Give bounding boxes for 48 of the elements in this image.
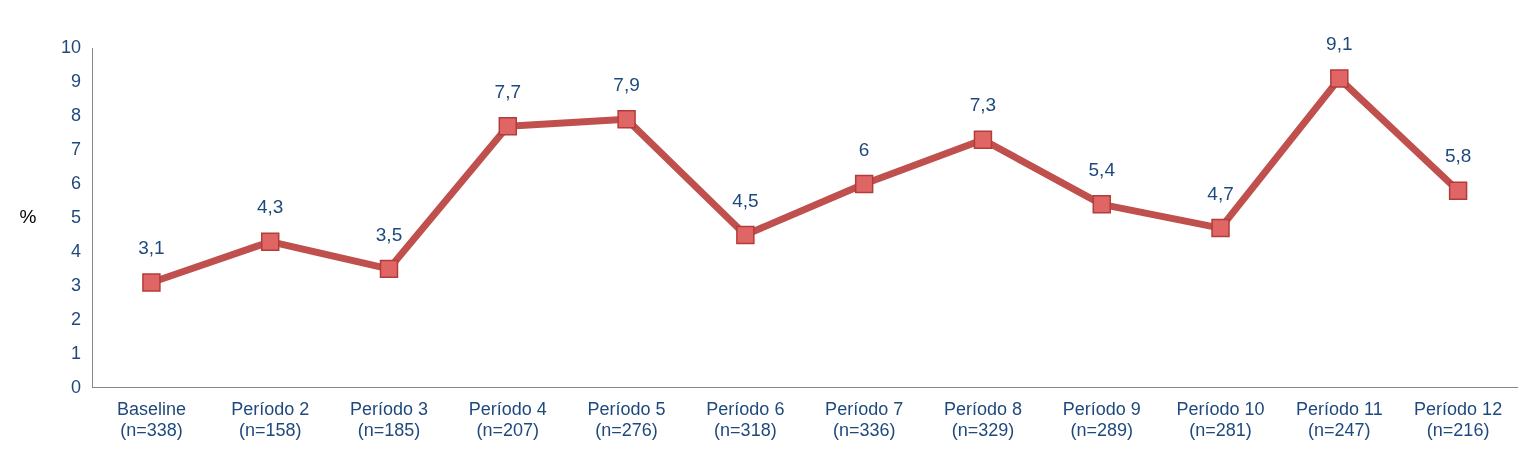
x-tick-label: Período 2 (n=158) [231, 398, 310, 441]
x-tick-label: Período 11 (n=247) [1295, 398, 1383, 441]
x-tick-label: Período 3 (n=185) [349, 398, 429, 441]
point [1211, 218, 1230, 238]
x-tick-label: Período 5 (n=276) [587, 398, 666, 441]
point [260, 232, 280, 251]
y-tick-label: 6 [71, 172, 82, 193]
point [1330, 69, 1349, 88]
data-label: 3,5 [375, 223, 403, 245]
y-tick-label: 3 [71, 274, 82, 295]
y-tick-label: 5 [71, 206, 82, 227]
x-tick-label: Período 12 (n=216) [1414, 398, 1503, 441]
data-label: 5,4 [1088, 159, 1116, 181]
point [973, 130, 993, 149]
data-label: 9,1 [1326, 33, 1353, 55]
data-label: 5,8 [1444, 145, 1472, 167]
data-label: 7,9 [613, 74, 640, 96]
point [854, 174, 874, 194]
point [1448, 181, 1468, 200]
data-label: 7,7 [494, 80, 521, 102]
point [142, 273, 161, 292]
y-tick-label: 10 [60, 36, 82, 57]
x-tick-label: Período 9 (n=289) [1062, 398, 1141, 441]
y-axis-title: % [19, 206, 37, 228]
y-tick-label: 1 [71, 342, 82, 363]
data-label: 4,7 [1207, 182, 1234, 204]
x-tick-label: Baseline (n=338) [116, 398, 186, 441]
y-tick-label: 4 [71, 240, 82, 261]
data-label: 3,1 [138, 237, 165, 259]
point [617, 110, 636, 129]
x-tick-label: Período 4 (n=207) [468, 398, 547, 441]
y-tick-label: 9 [71, 70, 82, 91]
y-tick-label: 0 [71, 376, 82, 397]
x-tick-label: Período 10 (n=281) [1176, 398, 1265, 441]
x-tick-label: Período 6 (n=318) [706, 398, 785, 441]
y-tick-label: 2 [71, 308, 82, 329]
point [498, 116, 518, 136]
point [1092, 195, 1111, 214]
y-tick-label: 8 [71, 104, 82, 125]
x-tick-label: Período 8 (n=329) [943, 398, 1022, 441]
x-tick-label: Período 7 (n=336) [825, 398, 904, 441]
data-label: 4,3 [257, 196, 284, 218]
point [379, 259, 399, 279]
data-label: 7,3 [969, 94, 997, 116]
y-tick-label: 7 [71, 138, 82, 159]
data-label: 6 [858, 138, 870, 160]
point [736, 225, 755, 245]
data-label: 4,5 [732, 189, 759, 211]
